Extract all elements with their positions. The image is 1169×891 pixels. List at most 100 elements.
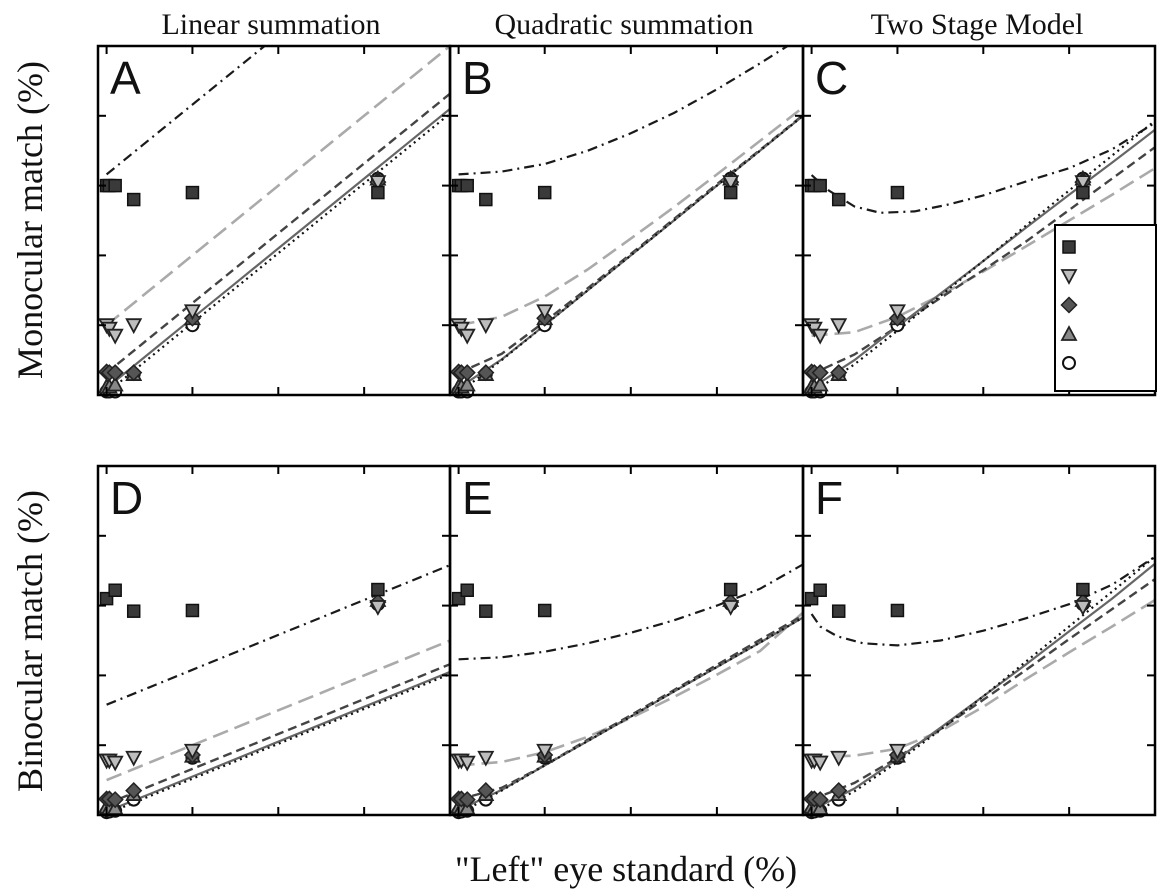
- fit-lines-f: [810, 555, 1155, 815]
- data-point-square: [371, 185, 385, 200]
- fit-line-solid: [106, 670, 450, 813]
- data-point-triangle-down: [830, 318, 848, 335]
- legend-marker-triangle-down: [1060, 269, 1078, 285]
- panel-f: F: [801, 464, 1157, 820]
- fit-line-dashdot: [105, 46, 267, 176]
- legend-marker-circle: [1062, 356, 1076, 370]
- legend: [1054, 224, 1157, 392]
- data-point-diamond: [477, 782, 495, 800]
- data-point-triangle-down: [1074, 175, 1092, 192]
- panel-d: D: [96, 464, 452, 820]
- data-point-square: [813, 583, 827, 597]
- data-point-triangle-down: [477, 318, 495, 335]
- data-point-diamond: [830, 782, 848, 800]
- panel-letter-f: F: [815, 472, 843, 524]
- panel-frame-e: [448, 464, 805, 817]
- fit-line-dash-light: [811, 598, 1155, 759]
- data-point-square: [185, 603, 200, 618]
- data-point-square: [460, 583, 474, 597]
- data-point-triangle-down: [722, 600, 740, 616]
- legend-marker-triangle-up: [1060, 325, 1078, 341]
- panel-frame-b: [448, 44, 805, 397]
- fit-line-dotted: [811, 555, 1155, 815]
- fit-line-dotted: [457, 114, 803, 394]
- data-point-triangle-down: [722, 175, 740, 192]
- fit-line-dash-dark: [458, 614, 803, 801]
- data-point-triangle-down: [369, 600, 387, 616]
- legend-marker-square: [1062, 240, 1076, 254]
- fit-lines-d: [106, 564, 450, 815]
- data-point-square: [890, 603, 905, 618]
- panel-frame-c: [801, 44, 1157, 397]
- ylabel-binocular: Binocular match (%): [10, 490, 50, 792]
- data-point-triangle-down: [811, 755, 829, 772]
- data-point-triangle-down: [183, 304, 201, 321]
- fit-line-dashdot: [810, 121, 1155, 214]
- data-point-triangle-up: [458, 375, 476, 392]
- data-point-diamond: [811, 364, 829, 382]
- data-point-triangle-down: [458, 755, 476, 772]
- data-point-diamond: [830, 364, 848, 382]
- fit-line-dash-dark: [106, 663, 450, 806]
- panels-group: A B C D E F: [96, 44, 1157, 820]
- data-point-square: [126, 604, 141, 618]
- data-point-square: [126, 192, 141, 207]
- data-point-square: [537, 603, 552, 618]
- fit-line-dotted: [106, 672, 450, 815]
- fit-lines-b: [457, 46, 803, 394]
- column-title-quadratic: Quadratic summation: [494, 8, 753, 41]
- data-point-triangle-down: [106, 328, 124, 345]
- data-point-triangle-down: [183, 743, 201, 760]
- column-title-two-stage: Two Stage Model: [871, 8, 1084, 41]
- fit-line-solid: [105, 107, 450, 389]
- data-point-square: [108, 583, 122, 597]
- data-point-square: [108, 178, 122, 193]
- data-point-diamond: [106, 364, 124, 382]
- column-title-linear: Linear summation: [161, 8, 380, 41]
- data-point-square: [460, 178, 474, 193]
- fit-lines-a: [105, 46, 450, 394]
- data-point-triangle-down: [125, 750, 143, 767]
- data-point-square: [479, 192, 493, 207]
- panel-letter-a: A: [110, 52, 141, 104]
- panel-letter-b: B: [462, 52, 493, 104]
- panel-b: B: [448, 44, 805, 399]
- fit-line-dotted: [105, 112, 450, 394]
- panel-letter-e: E: [462, 472, 493, 524]
- data-point-triangle-down: [106, 755, 124, 772]
- panel-letter-c: C: [815, 52, 848, 104]
- panel-e: E: [448, 464, 805, 820]
- fit-line-dash-dark: [458, 114, 803, 374]
- data-point-triangle-down: [536, 743, 554, 760]
- data-point-square: [479, 604, 493, 618]
- data-point-triangle-down: [536, 304, 554, 321]
- fit-line-dash-dark: [811, 146, 1155, 376]
- data-point-triangle-down: [811, 328, 829, 345]
- data-point-triangle-up: [106, 375, 124, 392]
- data-point-diamond: [125, 364, 143, 382]
- data-point-triangle-down: [477, 750, 495, 767]
- panel-letter-d: D: [110, 472, 143, 524]
- fit-lines-e: [458, 563, 803, 815]
- data-point-square: [890, 185, 905, 200]
- data-point-square: [371, 582, 385, 597]
- data-point-triangle-up: [811, 375, 829, 392]
- fit-line-dashdot: [106, 564, 450, 706]
- data-point-square: [537, 185, 552, 200]
- data-point-triangle-down: [1074, 600, 1092, 616]
- panel-frame-f: [801, 464, 1157, 817]
- data-point-diamond: [811, 791, 829, 809]
- data-point-diamond: [458, 791, 476, 809]
- fit-line-dash-dark: [811, 578, 1155, 801]
- data-point-diamond: [458, 364, 476, 382]
- panel-frame-a: [96, 44, 452, 397]
- data-point-triangle-down: [125, 318, 143, 335]
- fit-line-dotted: [810, 119, 1155, 394]
- data-point-triangle-down: [888, 743, 906, 760]
- data-point-triangle-down: [830, 750, 848, 767]
- data-point-square: [723, 185, 738, 200]
- data-point-triangle-down: [888, 304, 906, 321]
- fit-line-dashdot: [458, 46, 790, 176]
- panel-a: A: [96, 44, 452, 399]
